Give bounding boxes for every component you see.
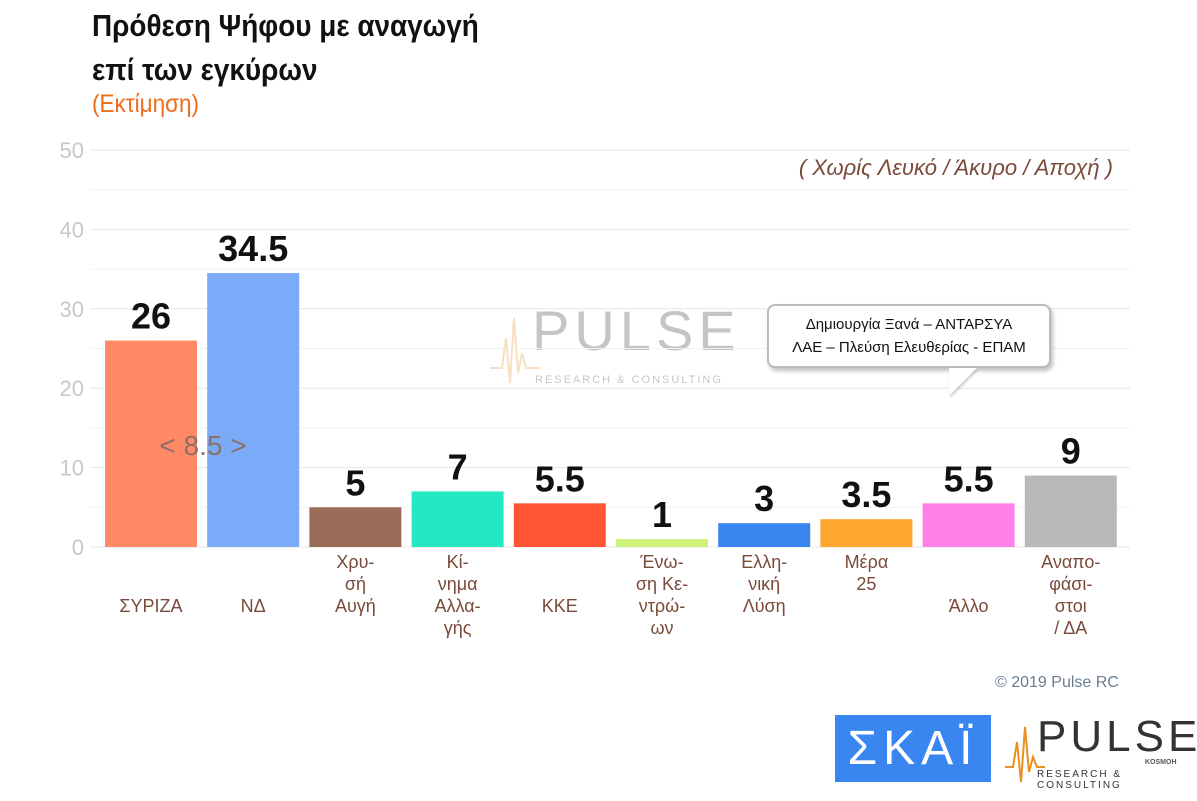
pulse-logo: PULSE KOSMOH RESEARCH & CONSULTING <box>1005 712 1197 791</box>
bar <box>105 340 197 547</box>
data-label: 26 <box>131 296 171 337</box>
y-tick-label: 50 <box>60 138 84 163</box>
y-tick-label: 20 <box>60 376 84 401</box>
x-tick-label: Αναπο-φάσι-στοι / ΔΑ <box>1041 552 1100 638</box>
data-label: 3 <box>754 478 774 519</box>
x-tick-label: Κί-νημα Αλλα-γής <box>435 552 481 638</box>
bar <box>411 491 504 547</box>
data-label: 34.5 <box>218 228 288 269</box>
y-tick-label: 30 <box>60 297 84 322</box>
bar <box>820 519 913 547</box>
x-tick-label: Άλλο <box>949 596 989 616</box>
pulse-logo-kosmon: KOSMOH <box>1145 759 1177 766</box>
bar <box>513 503 606 547</box>
x-tick-label: Χρυ-σή Αυγή <box>335 552 376 616</box>
bar <box>309 507 402 547</box>
bar <box>1024 475 1117 547</box>
bar <box>922 503 1015 547</box>
y-tick-label: 40 <box>60 217 84 242</box>
watermark-text: PULSE <box>532 299 741 362</box>
x-tick-label: Μέρα 25 <box>845 552 889 594</box>
watermark-subtext: RESEARCH & CONSULTING <box>535 374 723 386</box>
bar <box>718 523 811 547</box>
skai-logo: ΣΚΑΪ <box>835 715 991 782</box>
data-label: 1 <box>652 494 672 535</box>
chart-title: Πρόθεση Ψήφου με αναγωγή επί των εγκύρων <box>92 4 479 92</box>
title-line-1: Πρόθεση Ψήφου με αναγωγή <box>92 8 479 43</box>
x-tick-label: Ελλη-νική Λύση <box>741 552 787 616</box>
data-label: 3.5 <box>841 474 891 515</box>
x-tick-label: ΚΚΕ <box>542 596 578 616</box>
x-tick-label: ΝΔ <box>241 596 266 616</box>
copyright: © 2019 Pulse RC <box>995 674 1119 691</box>
pulse-logo-subtext: RESEARCH & CONSULTING <box>1037 769 1123 791</box>
y-tick-label: 0 <box>72 535 84 560</box>
gap-annotation: < 8.5 > <box>159 430 246 461</box>
data-label: 5 <box>345 462 365 503</box>
x-tick-label: ΣΥΡΙΖΑ <box>119 596 182 616</box>
data-label: 7 <box>448 446 468 487</box>
callout-line-2: ΛΑΕ – Πλεύση Ελευθερίας - ΕΠΑΜ <box>792 339 1026 356</box>
bar <box>207 273 300 547</box>
pulse-watermark: PULSE RESEARCH & CONSULTING <box>490 298 750 393</box>
bar <box>616 539 708 547</box>
data-label: 5.5 <box>535 458 585 499</box>
other-parties-callout: Δημιουργία Ξανά – ΑΝΤΑΡΣΥΑ ΛΑΕ – Πλεύση … <box>767 304 1051 368</box>
chart-subtitle: (Εκτίμηση) <box>92 90 200 118</box>
chart-note: ( Χωρίς Λευκό / Άκυρο / Αποχή ) <box>798 155 1113 180</box>
y-tick-label: 10 <box>60 456 84 481</box>
title-line-2: επί των εγκύρων <box>92 52 318 87</box>
data-label: 9 <box>1061 431 1081 472</box>
data-label: 5.5 <box>944 458 994 499</box>
pulse-logo-text: PULSE <box>1037 712 1197 761</box>
callout-line-1: Δημιουργία Ξανά – ΑΝΤΑΡΣΥΑ <box>805 316 1013 333</box>
x-tick-label: Ένω-ση Κε-ντρώ-ων <box>636 552 688 638</box>
